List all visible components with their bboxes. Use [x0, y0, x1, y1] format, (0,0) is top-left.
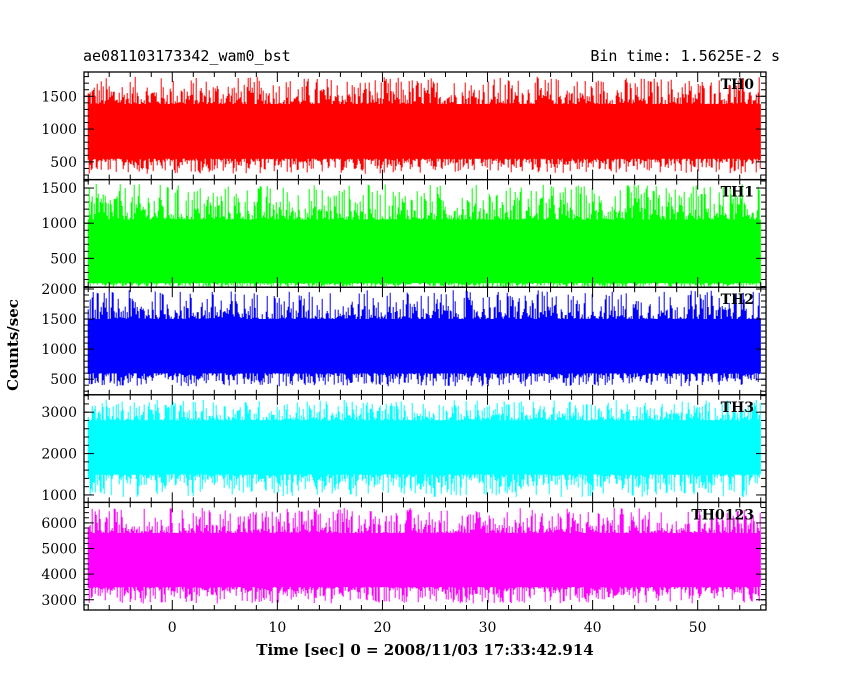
y-tick-label: 500	[50, 155, 77, 171]
y-tick-label: 3000	[41, 405, 77, 421]
bin-time-label: Bin time: 1.5625E-2 s	[590, 47, 780, 65]
panel-th2: 500 1000 1500 2000 TH2	[41, 282, 767, 396]
series-trace-th2	[87, 290, 761, 387]
y-tick-label: 4000	[41, 567, 77, 583]
x-tick-label: 0	[168, 620, 177, 636]
y-tick-label: 1000	[41, 342, 77, 358]
y-tick-label: 2000	[41, 447, 77, 463]
chart-title: ae081103173342_wam0_bst	[83, 47, 291, 65]
series-label-th0: TH0	[721, 77, 755, 93]
y-tick-label: 1500	[41, 312, 77, 328]
x-tick-label: 40	[584, 620, 602, 636]
y-tick-label: 3000	[41, 593, 77, 609]
series-trace-th0123	[87, 508, 761, 604]
y-tick-label: 2000	[41, 282, 77, 298]
y-tick-label: 1500	[41, 181, 77, 197]
y-tick-label: 1500	[41, 89, 77, 105]
series-label-th0123: TH0123	[691, 507, 754, 523]
y-tick-label: 6000	[41, 516, 77, 532]
y-tick-label: 1000	[41, 488, 77, 504]
y-tick-label: 1000	[41, 122, 77, 138]
x-tick-label: 20	[374, 620, 392, 636]
panel-th3: 1000 2000 3000 TH3	[41, 394, 767, 504]
panel-th1: 500 1000 1500 TH1	[41, 178, 767, 288]
series-trace-th3	[87, 399, 761, 497]
y-tick-label: 500	[50, 251, 77, 267]
panel-frame	[83, 501, 767, 611]
series-trace-th1	[87, 183, 761, 288]
series-label-th2: TH2	[721, 292, 754, 308]
series-trace-th0	[87, 76, 761, 174]
y-tick-label: 5000	[41, 542, 77, 558]
y-tick-label: 500	[50, 372, 77, 388]
y-axis-label: Counts/sec	[4, 299, 22, 391]
x-axis-label: Time [sec] 0 = 2008/11/03 17:33:42.914	[256, 641, 593, 659]
x-tick-label: 10	[268, 620, 286, 636]
x-tick-label: 50	[689, 620, 707, 636]
y-tick-label: 1000	[41, 216, 77, 232]
series-label-th3: TH3	[721, 400, 754, 416]
panel-th0123: 3000 4000 5000 6000 TH0123	[41, 501, 767, 611]
panel-th0: 500 1000 1500 TH0	[41, 71, 767, 181]
series-label-th1: TH1	[721, 185, 754, 201]
x-tick-label: 30	[479, 620, 497, 636]
